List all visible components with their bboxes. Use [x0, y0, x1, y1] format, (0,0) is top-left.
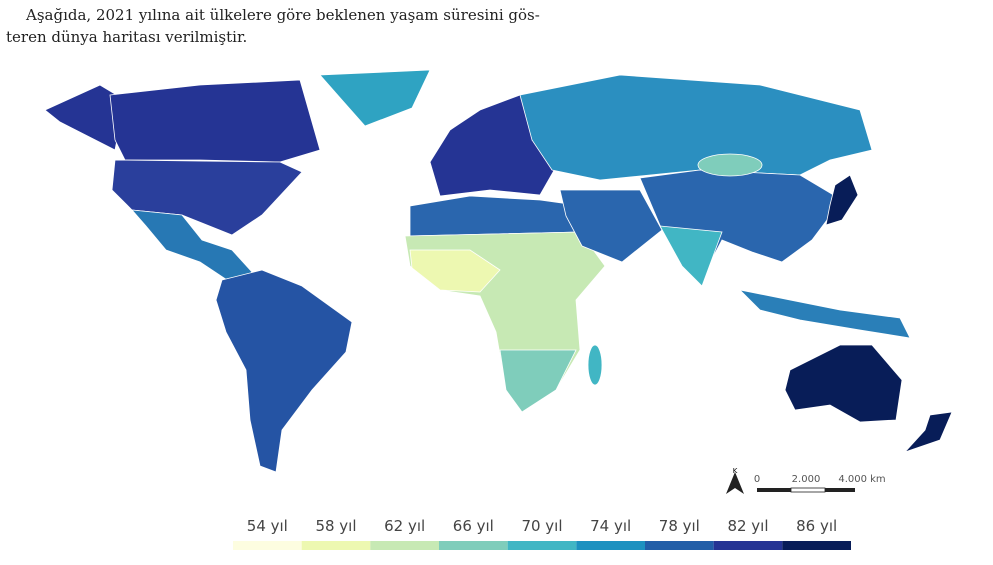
scale-segment — [825, 488, 855, 492]
madagascar — [587, 344, 603, 386]
new-zealand — [904, 411, 953, 453]
scale-label: 0 — [754, 474, 760, 485]
scale-bar: K 0 2.000 4.000 km — [726, 467, 886, 494]
legend-label: 78 yıl — [659, 517, 700, 535]
legend-swatch — [576, 541, 645, 550]
legend-label: 58 yıl — [315, 517, 356, 535]
mongolia — [697, 153, 763, 177]
west-africa — [409, 249, 501, 293]
legend: 54 yıl 58 yıl 62 yıl 66 yıl 70 yıl 74 yıl 78 y… — [233, 517, 851, 550]
scale-segment — [757, 488, 791, 492]
legend-label: 74 yıl — [590, 517, 631, 535]
intro-line: teren dünya haritası verilmiştir. — [6, 28, 248, 46]
intro-line: Aşağıda, 2021 yılına ait ülkelere göre b… — [26, 6, 540, 24]
north-arrow — [726, 472, 744, 494]
scale-label: 2.000 — [792, 474, 821, 485]
intro-text: Aşağıda, 2021 yılına ait ülkelere göre b… — [6, 4, 540, 48]
north-africa — [409, 195, 581, 237]
scale-label: 4.000 km — [838, 474, 885, 485]
australia — [784, 344, 903, 423]
legend-swatch — [713, 541, 783, 550]
middle-east — [559, 189, 663, 263]
greenland — [319, 69, 431, 127]
india — [659, 225, 723, 287]
scale-segment — [790, 487, 826, 493]
legend-swatch — [233, 541, 302, 550]
legend-swatch — [439, 541, 508, 550]
legend-label: 54 yıl — [247, 517, 288, 535]
legend-swatch — [370, 541, 439, 550]
legend-label: 86 yıl — [796, 517, 837, 535]
legend-swatch — [301, 541, 371, 550]
canada — [109, 79, 321, 163]
southeast-asia-islands — [738, 289, 911, 339]
japan — [825, 174, 859, 226]
legend-label: 62 yıl — [384, 517, 425, 535]
world-map — [44, 69, 953, 473]
legend-label: 66 yıl — [453, 517, 494, 535]
legend-swatch — [782, 541, 851, 550]
north-label: K — [733, 467, 738, 475]
south-america — [215, 269, 353, 473]
southern-africa — [499, 349, 577, 413]
legend-label: 70 yıl — [521, 517, 562, 535]
usa — [111, 159, 303, 236]
russia — [519, 74, 873, 181]
legend-swatch — [645, 541, 714, 550]
legend-label: 82 yıl — [727, 517, 768, 535]
legend-swatch — [507, 541, 577, 550]
asia — [639, 169, 843, 283]
